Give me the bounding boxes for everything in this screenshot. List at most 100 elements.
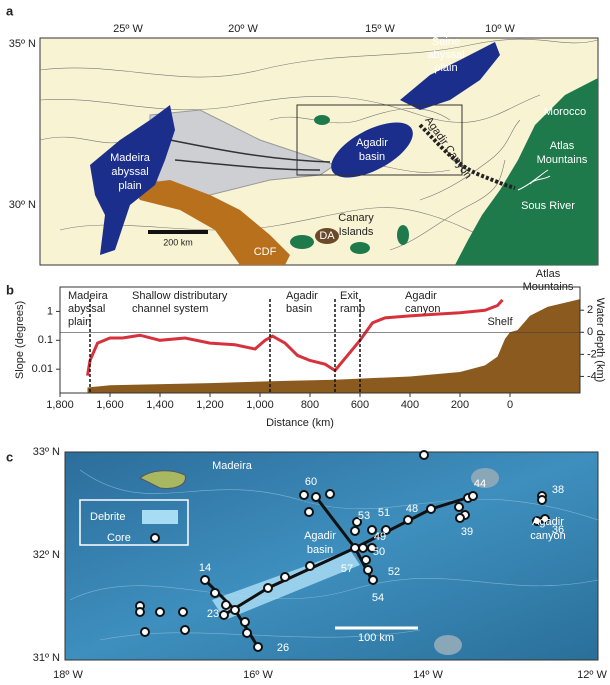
lat-label: 35º N	[9, 38, 36, 50]
annotation: plain	[68, 316, 91, 328]
island	[290, 235, 314, 249]
seine-plain	[400, 42, 500, 110]
core-dot	[367, 525, 377, 535]
map-label: DA	[319, 230, 335, 242]
annotation: Mountains	[523, 281, 574, 293]
scale-label: 200 km	[163, 237, 193, 247]
y2-tick-label: -2	[587, 348, 597, 360]
annotation: Shallow distributary	[132, 290, 228, 302]
core-dot	[140, 627, 150, 637]
legend-label: Debrite	[90, 511, 125, 523]
da-deposit	[315, 228, 339, 244]
core-dot	[242, 628, 252, 638]
core-dot	[305, 561, 315, 571]
channels	[169, 139, 331, 171]
panel-letter: c	[6, 449, 13, 464]
annotation: Atlas	[536, 268, 561, 280]
core-dot	[210, 588, 220, 598]
lat-label: 31º N	[33, 652, 60, 664]
core-dot	[240, 617, 250, 627]
core-label: 54	[372, 592, 384, 604]
slope-line	[86, 298, 504, 376]
depth-area	[87, 299, 580, 393]
legend-swatch	[142, 510, 178, 524]
panel-letter: b	[6, 282, 14, 297]
core-label: 44	[474, 478, 486, 490]
x-tick-label: 1,600	[96, 399, 124, 411]
madeira-plain	[90, 105, 175, 255]
island	[397, 225, 409, 245]
cdf-flow	[130, 180, 290, 265]
lat-label: 32º N	[33, 549, 60, 561]
core-dot	[230, 605, 240, 615]
core-label: 14	[199, 562, 211, 574]
core-dot	[280, 572, 290, 582]
lon-label: 20º W	[228, 23, 258, 35]
map-label: Mountains	[537, 154, 588, 166]
annotation: canyon	[405, 303, 440, 315]
map-label: CDF	[254, 246, 277, 258]
legend-box	[79, 499, 189, 546]
core-label: 39	[461, 526, 473, 538]
x-tick-label: 600	[351, 399, 369, 411]
y-tick-label: 0.01	[32, 363, 53, 375]
legend-dot	[150, 533, 160, 543]
seamount	[471, 468, 499, 488]
map-frame	[64, 451, 599, 661]
core-dot	[454, 502, 464, 512]
core-dot	[311, 492, 321, 502]
x-tick-label: 400	[401, 399, 419, 411]
core-dot	[468, 491, 478, 501]
agadir-canyon-path	[418, 123, 516, 190]
y2-tick-label: 2	[587, 304, 593, 316]
map-label: Agadir	[356, 137, 388, 149]
core-dot	[368, 575, 378, 585]
panel-c: c Debrite Core Madeira Agadir basin Agad…	[6, 446, 607, 681]
map-label: plain	[118, 180, 141, 192]
madeira-island	[139, 470, 186, 489]
core-dot	[358, 543, 368, 553]
x-tick-label: 1,200	[196, 399, 224, 411]
core-dot	[361, 555, 371, 565]
lon-label: 18º W	[53, 669, 83, 681]
y-tick-label: 0.1	[38, 334, 53, 346]
x-tick-label: 1,800	[46, 399, 74, 411]
map-label: Canary	[338, 212, 374, 224]
annotation: Madeira	[68, 290, 109, 302]
core-label: 60	[305, 476, 317, 488]
core-dot	[367, 543, 377, 553]
core-label: 52	[388, 566, 400, 578]
lon-label: 12º W	[577, 669, 607, 681]
annotation: Exit	[340, 290, 358, 302]
x-tick-label: 1,000	[246, 399, 274, 411]
panel-b: b Slope (degrees) Water depth (km) Dista…	[6, 268, 606, 429]
core-label: 26	[277, 642, 289, 654]
annotation: channel system	[132, 303, 208, 315]
core-dot	[299, 490, 309, 500]
map-label: Seine	[432, 36, 460, 48]
map-label: canyon	[530, 530, 565, 542]
core-label: 23	[207, 608, 219, 620]
map-label: Agadir	[532, 516, 564, 528]
core-dot	[219, 610, 229, 620]
lat-label: 33º N	[33, 446, 60, 458]
y-tick-label: 1	[47, 305, 53, 317]
core-dot	[253, 642, 263, 652]
core-label: 57	[341, 563, 353, 575]
legend-label: Core	[107, 532, 131, 544]
annotation: abyssal	[68, 303, 105, 315]
agadir-basin	[331, 122, 413, 178]
core-dot	[135, 607, 145, 617]
lon-label: 15º W	[365, 23, 395, 35]
x-tick-label: 200	[451, 399, 469, 411]
core-dot	[363, 565, 373, 575]
panel-letter: a	[6, 3, 14, 18]
core-dot	[325, 489, 335, 499]
map-label: basin	[359, 151, 385, 163]
y2-tick-label: 0	[587, 326, 593, 338]
sous-river	[517, 169, 551, 191]
map-label: Madeira	[212, 460, 253, 472]
y2-tick-label: -4	[587, 370, 597, 382]
core-label: 36	[552, 524, 564, 536]
